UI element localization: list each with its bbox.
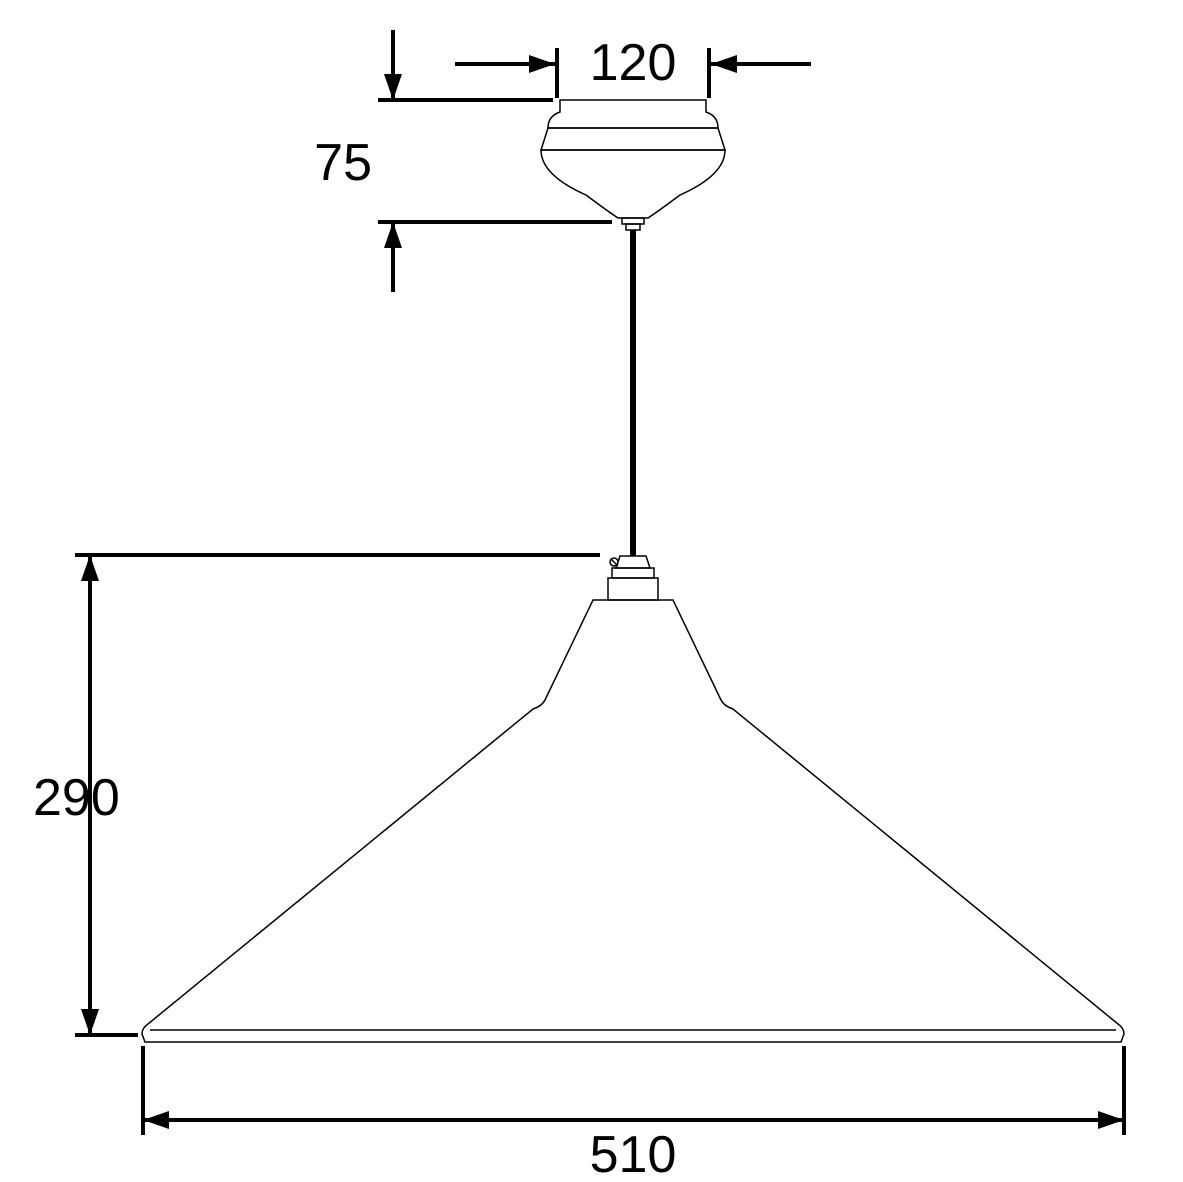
technical-drawing: 120 75 290 510 — [0, 0, 1183, 1182]
dimension-canopy-width: 120 — [455, 34, 811, 98]
dimension-shade-height: 290 — [33, 555, 600, 1035]
shade-outline — [142, 600, 1124, 1042]
dimension-label-shade-height: 290 — [33, 769, 120, 827]
lamp-holder-outline — [608, 556, 658, 600]
dimension-canopy-height: 75 — [314, 30, 612, 292]
dimension-label-canopy-height: 75 — [314, 134, 372, 192]
dimension-shade-width: 510 — [143, 1046, 1124, 1182]
canopy-outline — [541, 100, 725, 230]
dimension-label-shade-width: 510 — [590, 1126, 677, 1182]
dimension-label-canopy-width: 120 — [590, 34, 677, 92]
